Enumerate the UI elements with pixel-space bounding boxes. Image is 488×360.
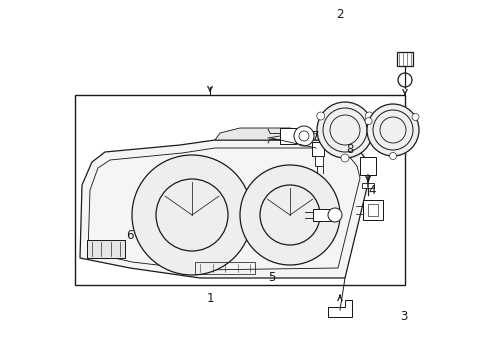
Text: 7: 7 — [311, 130, 319, 143]
Circle shape — [411, 113, 418, 121]
Bar — [396, 52, 412, 66]
Bar — [87, 240, 125, 258]
Circle shape — [132, 155, 251, 275]
Circle shape — [316, 102, 372, 158]
Bar — [359, 157, 375, 175]
Bar — [367, 204, 377, 216]
Circle shape — [293, 126, 313, 146]
Polygon shape — [80, 140, 369, 278]
Bar — [312, 209, 334, 221]
Circle shape — [366, 104, 418, 156]
Polygon shape — [327, 300, 351, 317]
Circle shape — [389, 153, 396, 159]
Circle shape — [340, 154, 348, 162]
Bar — [314, 156, 323, 166]
Bar — [75, 95, 404, 285]
Circle shape — [316, 112, 324, 120]
Circle shape — [327, 208, 341, 222]
Bar — [280, 128, 295, 144]
Circle shape — [365, 112, 372, 120]
Bar — [195, 262, 254, 274]
Circle shape — [397, 73, 411, 87]
Text: 5: 5 — [267, 271, 275, 284]
Polygon shape — [215, 128, 339, 140]
Text: 4: 4 — [367, 184, 375, 197]
Text: 3: 3 — [399, 310, 407, 323]
Circle shape — [365, 118, 371, 125]
Bar — [361, 183, 373, 188]
Text: 2: 2 — [335, 8, 343, 21]
Text: 1: 1 — [206, 292, 214, 305]
Text: 6: 6 — [125, 229, 133, 242]
Bar — [311, 142, 324, 156]
Bar — [362, 200, 382, 220]
Circle shape — [240, 165, 339, 265]
Text: 8: 8 — [345, 143, 353, 156]
